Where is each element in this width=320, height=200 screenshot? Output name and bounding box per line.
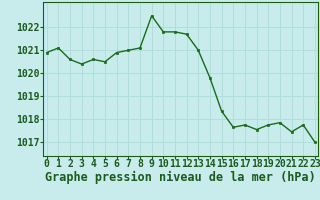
X-axis label: Graphe pression niveau de la mer (hPa): Graphe pression niveau de la mer (hPa) bbox=[45, 171, 316, 184]
